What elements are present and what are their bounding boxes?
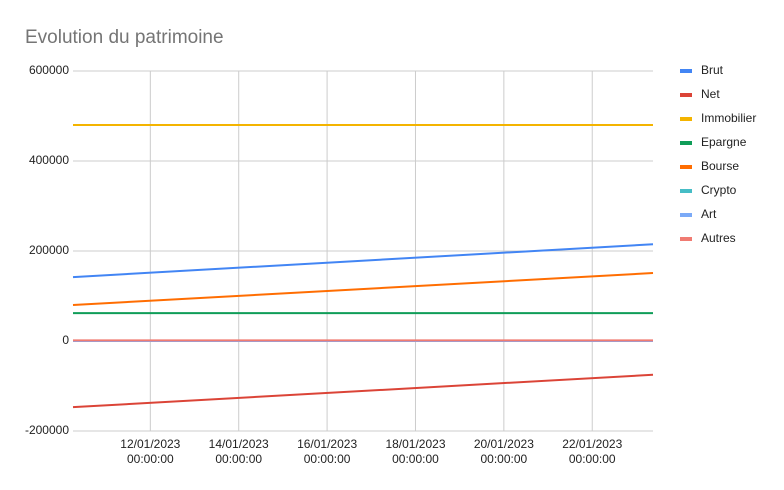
y-tick-label: 200000 xyxy=(29,243,69,257)
x-tick-label: 22/01/2023 00:00:00 xyxy=(562,437,623,466)
y-tick-label: -200000 xyxy=(25,423,69,437)
series-line xyxy=(72,272,654,306)
chart-title: Evolution du patrimoine xyxy=(25,27,224,48)
x-tick-label: 12/01/2023 00:00:00 xyxy=(120,437,181,466)
legend-label: Epargne xyxy=(701,135,747,149)
series-line xyxy=(72,373,654,409)
series-line xyxy=(72,243,654,279)
y-tick-label: 600000 xyxy=(29,63,69,77)
y-tick-label: 0 xyxy=(62,333,69,347)
x-tick-label: 18/01/2023 00:00:00 xyxy=(385,437,446,466)
legend-label: Autres xyxy=(701,231,736,245)
legend-label: Crypto xyxy=(701,183,737,197)
legend-label: Bourse xyxy=(701,159,739,173)
legend-label: Art xyxy=(701,207,717,221)
legend-label: Brut xyxy=(701,63,724,77)
legend-label: Immobilier xyxy=(701,111,756,125)
legend-label: Net xyxy=(701,87,720,101)
x-tick-label: 16/01/2023 00:00:00 xyxy=(297,437,358,466)
y-tick-label: 400000 xyxy=(29,153,69,167)
x-tick-label: 20/01/2023 00:00:00 xyxy=(473,437,534,466)
x-tick-label: 14/01/2023 00:00:00 xyxy=(208,437,269,466)
